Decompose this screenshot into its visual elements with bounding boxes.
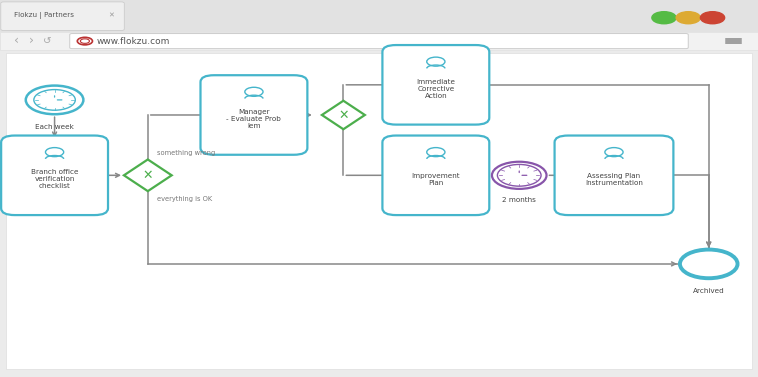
FancyBboxPatch shape <box>1 2 124 31</box>
Circle shape <box>680 250 738 278</box>
Text: 2 months: 2 months <box>503 197 536 203</box>
Text: Assessing Plan
Instrumentation: Assessing Plan Instrumentation <box>585 173 643 185</box>
FancyBboxPatch shape <box>0 32 758 50</box>
Text: ✕: ✕ <box>338 109 349 121</box>
FancyBboxPatch shape <box>6 53 752 369</box>
FancyBboxPatch shape <box>70 34 688 49</box>
Text: www.flokzu.com: www.flokzu.com <box>96 37 170 46</box>
Text: something wrong: something wrong <box>157 150 215 156</box>
Text: ›: › <box>29 34 34 47</box>
Text: Immediate
Corrective
Action: Immediate Corrective Action <box>416 78 456 99</box>
Polygon shape <box>322 101 365 129</box>
Text: Archived: Archived <box>693 288 725 294</box>
FancyBboxPatch shape <box>200 75 308 155</box>
Text: ‹: ‹ <box>14 34 19 47</box>
Circle shape <box>652 12 676 24</box>
FancyBboxPatch shape <box>382 45 490 124</box>
Text: Flokzu | Partners: Flokzu | Partners <box>14 12 74 19</box>
Text: Each week: Each week <box>35 124 74 130</box>
Polygon shape <box>124 159 171 191</box>
Text: ✕: ✕ <box>143 169 153 182</box>
Text: everything is OK: everything is OK <box>157 196 212 202</box>
Text: Manager
- Evaluate Prob
lem: Manager - Evaluate Prob lem <box>227 109 281 129</box>
Text: Branch office
verification
checklist: Branch office verification checklist <box>31 169 78 189</box>
Circle shape <box>676 12 700 24</box>
Text: Improvement
Plan: Improvement Plan <box>412 173 460 185</box>
FancyBboxPatch shape <box>0 0 758 32</box>
Text: ↺: ↺ <box>43 36 52 46</box>
Circle shape <box>700 12 725 24</box>
Text: ✕: ✕ <box>108 13 114 19</box>
FancyBboxPatch shape <box>555 136 673 215</box>
FancyBboxPatch shape <box>382 136 490 215</box>
FancyBboxPatch shape <box>1 136 108 215</box>
